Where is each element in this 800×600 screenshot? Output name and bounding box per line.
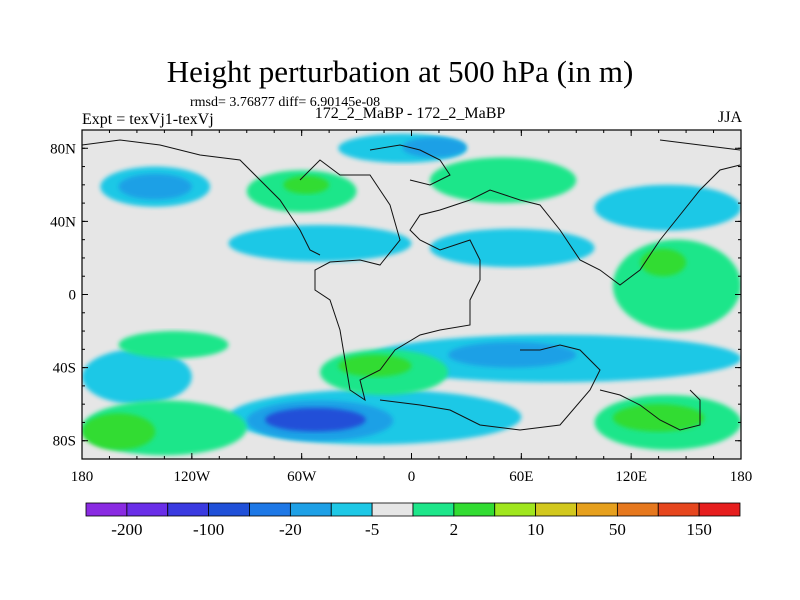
colorbar: -200 -100 -20 -5 2 10 50 150: [85, 502, 741, 539]
x-tick-label-4: 60E: [509, 469, 533, 485]
x-tick-label-6: 180: [730, 469, 753, 485]
field-band-20: [612, 404, 705, 432]
field-band-11: [82, 349, 192, 405]
colorbar-box-14: [657, 502, 700, 517]
colorbar-label-0: -200: [111, 520, 142, 539]
stats-text: rmsd= 3.76877 diff= 6.90145e-08: [190, 95, 381, 110]
y-tick-label-3: 40S: [53, 361, 76, 377]
field-band-16: [82, 413, 156, 450]
field-band-8: [429, 228, 595, 268]
colorbar-box-4: [249, 502, 291, 517]
colorbar-box-11: [535, 502, 577, 517]
colorbar-label-3: -5: [365, 520, 379, 539]
field-band-3: [402, 137, 467, 158]
colorbar-box-7: [371, 502, 414, 517]
x-tick-label-0: 180: [71, 469, 94, 485]
field-band-24: [594, 184, 741, 231]
x-tick-label-2: 60W: [287, 469, 317, 485]
y-tick-label-0: 80N: [50, 141, 76, 157]
colorbar-box-12: [576, 502, 618, 517]
experiment-pair-label: 172_2_MaBP - 172_2_MaBP: [314, 105, 506, 122]
coastline: [82, 139, 741, 431]
colorbar-box-3: [208, 502, 250, 517]
y-tick-label-4: 80S: [53, 434, 76, 450]
field-band-23: [118, 331, 229, 359]
x-tick-label-3: 0: [408, 469, 416, 485]
colorbar-label-6: 50: [609, 520, 626, 539]
colorbar-box-9: [453, 502, 496, 517]
colorbar-box-5: [289, 502, 332, 517]
field-band-7: [228, 225, 412, 262]
colorbar-label-2: -20: [279, 520, 302, 539]
field-band-14: [265, 407, 366, 432]
colorbar-label-7: 150: [686, 520, 712, 539]
colorbar-box-1: [126, 502, 169, 517]
colorbar-label-1: -100: [193, 520, 224, 539]
field-band-22: [640, 248, 687, 277]
field-band-18: [338, 354, 412, 377]
colorbar-box-13: [616, 502, 659, 517]
colorbar-box-10: [494, 502, 537, 517]
colorbar-box-15: [698, 502, 741, 517]
colorbar-label-5: 10: [527, 520, 544, 539]
colorbar-box-8: [412, 502, 455, 517]
y-tick-label-1: 40N: [50, 214, 76, 230]
height-field: [82, 133, 741, 456]
y-tick-label-2: 0: [69, 288, 77, 304]
chart-title: Height perturbation at 500 hPa (in m): [166, 54, 634, 89]
season-label: JJA: [717, 109, 742, 126]
x-tick-label-1: 120W: [173, 469, 211, 485]
axis-ticks: 180 120W 60W 0 60E 120E 180 80N 40N 0 40S 80S: [50, 130, 752, 485]
field-band-10: [448, 342, 577, 368]
colorbar-label-4: 2: [450, 520, 459, 539]
field-band-5: [283, 175, 330, 194]
colorbar-box-6: [330, 502, 373, 517]
field-band-1: [118, 173, 192, 200]
field-band-6: [429, 157, 577, 204]
x-tick-label-5: 120E: [615, 469, 647, 485]
colorbar-box-2: [167, 502, 210, 517]
colorbar-box-0: [85, 502, 128, 517]
experiment-label: Expt = texVj1-texVj: [82, 111, 214, 128]
